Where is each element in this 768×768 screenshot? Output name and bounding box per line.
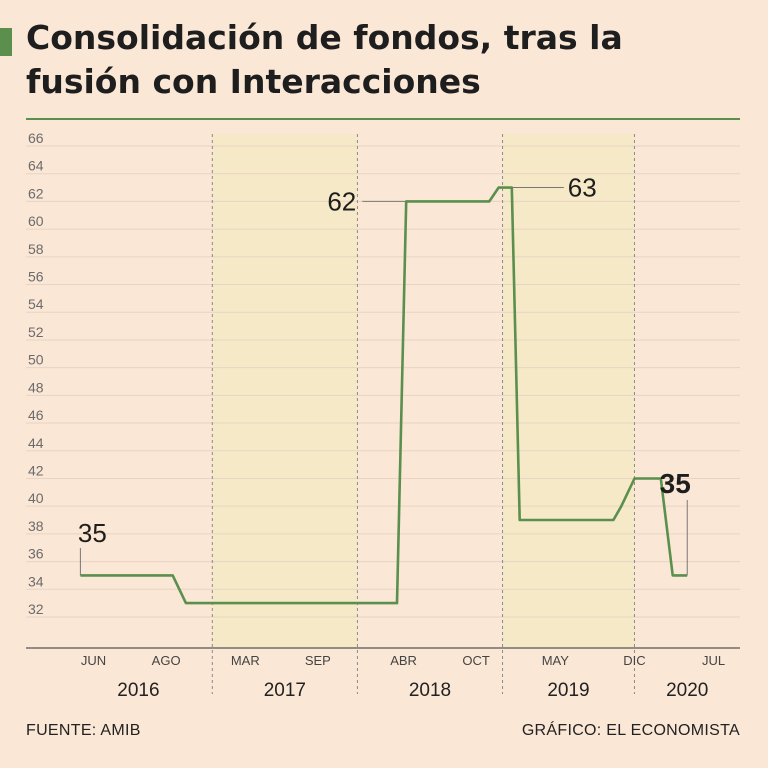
month-tick-label: OCT — [462, 653, 490, 668]
year-band-2017 — [212, 134, 358, 648]
title-accent-bar — [0, 28, 12, 56]
y-tick-label: 50 — [28, 352, 44, 368]
y-tick-label: 66 — [28, 130, 44, 146]
chart-title: Consolidación de fondos, tras la fusión … — [26, 18, 623, 101]
month-tick-label: ABR — [390, 653, 417, 668]
y-tick-label: 46 — [28, 407, 44, 423]
y-tick-label: 34 — [28, 573, 44, 589]
annotation-label: 62 — [327, 186, 356, 216]
year-label: 2018 — [409, 680, 451, 701]
month-tick-label: JUN — [81, 653, 106, 668]
y-tick-label: 36 — [28, 546, 44, 562]
y-tick-label: 38 — [28, 518, 44, 534]
y-tick-label: 62 — [28, 185, 44, 201]
y-tick-label: 60 — [28, 213, 44, 229]
year-label: 2020 — [666, 680, 708, 701]
month-tick-label: JUL — [702, 653, 725, 668]
year-label: 2017 — [264, 680, 306, 701]
annotation-label: 63 — [568, 173, 597, 203]
source-note: FUENTE: AMIB — [26, 722, 141, 739]
year-label: 2019 — [547, 680, 589, 701]
y-tick-label: 42 — [28, 462, 44, 478]
y-tick-label: 56 — [28, 269, 44, 285]
y-tick-label: 48 — [28, 379, 44, 395]
month-tick-label: DIC — [623, 653, 645, 668]
y-tick-label: 44 — [28, 435, 44, 451]
y-tick-label: 32 — [28, 601, 44, 617]
y-tick-label: 58 — [28, 241, 44, 257]
y-tick-label: 54 — [28, 296, 44, 312]
annotation-label: 35 — [660, 468, 691, 499]
series-line — [80, 186, 688, 605]
month-tick-label: SEP — [305, 653, 331, 668]
year-label: 2016 — [117, 680, 159, 701]
y-tick-label: 52 — [28, 324, 44, 340]
month-tick-label: MAY — [542, 653, 570, 668]
title-rule — [26, 118, 740, 120]
annotation-label: 35 — [78, 518, 107, 548]
year-band-2019 — [502, 134, 635, 648]
credit-note: GRÁFICO: EL ECONOMISTA — [521, 722, 740, 739]
y-tick-label: 64 — [28, 158, 44, 174]
month-tick-label: AGO — [152, 653, 181, 668]
y-tick-label: 40 — [28, 490, 44, 506]
month-tick-label: MAR — [231, 653, 260, 668]
